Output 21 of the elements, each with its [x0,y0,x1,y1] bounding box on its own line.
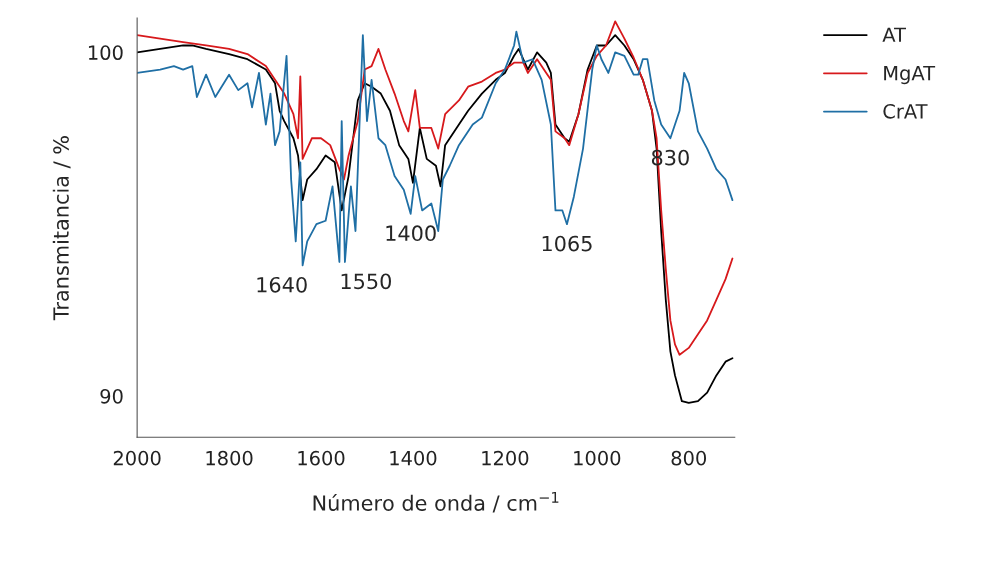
x-tick-label: 800 [671,450,707,466]
annotation: 1400 [386,225,436,242]
line-series [137,34,734,404]
x-tick-label: 1400 [390,450,437,466]
x-tick-label: 1000 [574,450,621,466]
x-tick-label: 1200 [482,450,529,466]
legend-label: MgAT [884,65,936,85]
annotation: 1065 [542,235,592,252]
x-tick-label: 1800 [206,450,253,466]
line-series [137,20,734,356]
x-tick-label: 2000 [113,450,161,466]
legend-label: AT [882,27,907,42]
line-series [137,30,734,267]
legend-label: CrAT [883,103,928,119]
annotation: 1640 [257,276,307,293]
annotation: 1550 [341,273,391,290]
x-tick-label: 1600 [298,450,345,466]
y-tick-label: 90 [100,388,123,404]
x-axis-title: Número de onda / cm$^{−1}$ [313,492,559,513]
y-axis-title: Transmitancia / % [52,136,71,321]
y-tick-label: 100 [88,45,123,61]
